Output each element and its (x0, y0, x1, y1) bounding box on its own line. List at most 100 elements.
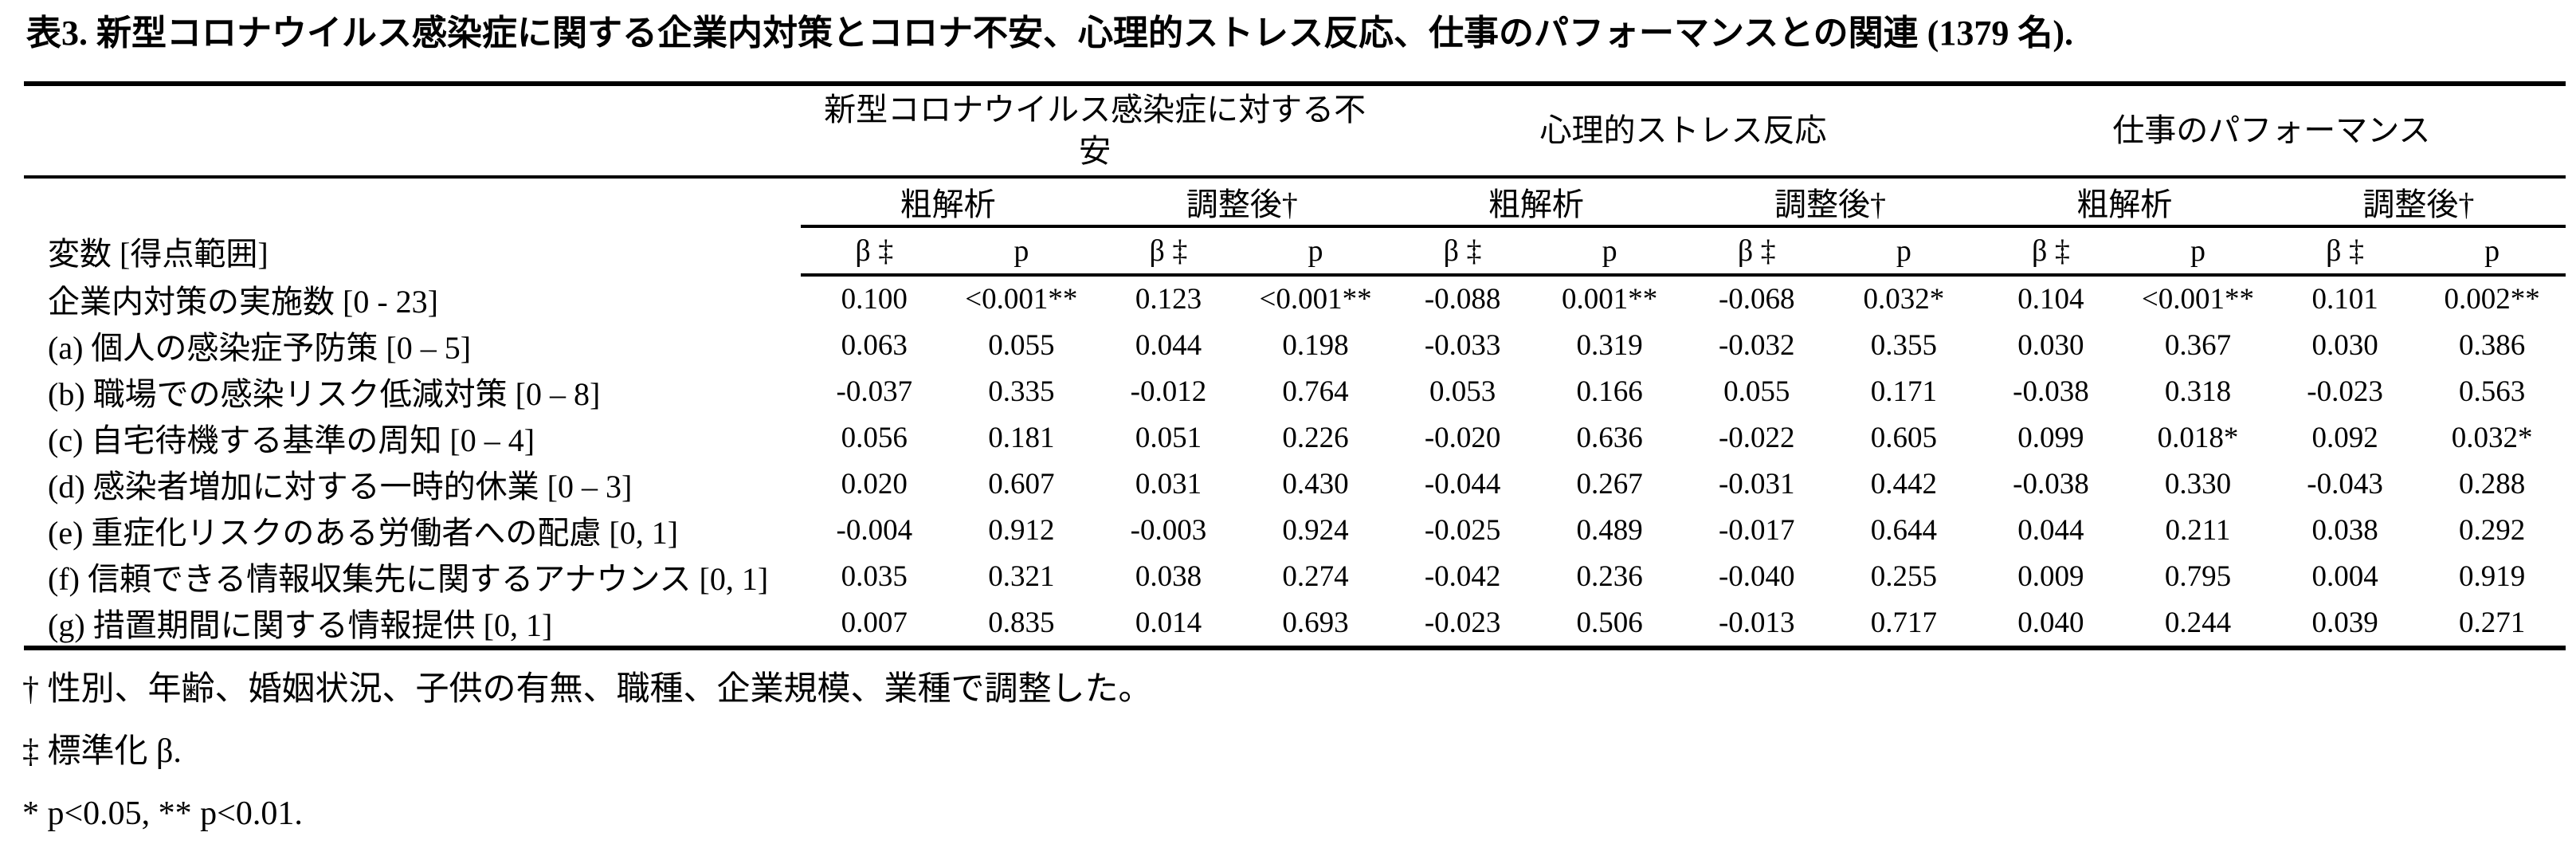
value-cell: 0.198 (1282, 328, 1349, 362)
value-cell: 0.044 (1135, 328, 1202, 362)
row-label: (e) 重症化リスクのある労働者への配慮 [0, 1] (48, 515, 679, 551)
value-cell: <0.001** (2141, 283, 2255, 316)
value-cell: -0.013 (1718, 606, 1795, 639)
group-header-anxiety: 新型コロナウイルス感染症に対する不安 (801, 84, 1390, 179)
value-cell: 0.030 (2311, 328, 2378, 362)
beta-header: β ‡ (801, 226, 948, 277)
analysis-header-row: 粗解析 調整後† 粗解析 調整後† 粗解析 調整後† (24, 177, 2566, 228)
value-cell: 0.255 (1870, 559, 1937, 593)
value-cell: -0.044 (1424, 467, 1501, 501)
beta-header: β ‡ (1977, 226, 2125, 277)
value-cell: <0.001** (1259, 283, 1372, 316)
value-cell: 0.055 (1723, 375, 1790, 408)
value-cell: 0.056 (841, 421, 908, 454)
row-label: (c) 自宅待機する基準の周知 [0 – 4] (48, 422, 535, 458)
value-cell: 0.039 (2311, 606, 2378, 639)
table-row: (b) 職場での感染リスク低減対策 [0 – 8] -0.037 0.335 -… (24, 368, 2566, 414)
value-cell: 0.288 (2459, 467, 2526, 501)
row-label: (b) 職場での感染リスク低減対策 [0 – 8] (48, 376, 601, 412)
value-cell: 0.442 (1870, 467, 1937, 501)
row-label: (g) 措置期間に関する情報提供 [0, 1] (48, 607, 553, 643)
results-table: 新型コロナウイルス感染症に対する不安 心理的ストレス反応 仕事のパフォーマンス … (24, 81, 2566, 650)
value-cell: 0.693 (1282, 606, 1349, 639)
value-cell: 0.321 (988, 559, 1055, 593)
value-cell: <0.001** (965, 283, 1078, 316)
value-cell: 0.020 (841, 467, 908, 501)
value-cell: 0.292 (2459, 513, 2526, 547)
table-title: 表3. 新型コロナウイルス感染症に関する企業内対策とコロナ不安、心理的ストレス反… (26, 14, 2073, 53)
footnote-standardized-beta: ‡ 標準化 β. (22, 733, 182, 770)
value-cell: 0.335 (988, 375, 1055, 408)
value-cell: 0.319 (1576, 328, 1643, 362)
value-cell: 0.795 (2164, 559, 2232, 593)
value-cell: -0.038 (2013, 467, 2089, 501)
table-row: (d) 感染者増加に対する一時的休業 [0 – 3] 0.020 0.607 0… (24, 461, 2566, 507)
p-header: p (1535, 226, 1684, 277)
value-cell: 0.835 (988, 606, 1055, 639)
stat-header-row: 変数 [得点範囲] β ‡ p β ‡ p β ‡ p β ‡ p β ‡ p … (24, 226, 2566, 277)
analysis-header-crude-1: 粗解析 (801, 177, 1096, 228)
group-header-performance: 仕事のパフォーマンス (1977, 84, 2566, 179)
value-cell: 0.101 (2311, 283, 2378, 316)
value-cell: 0.912 (988, 513, 1055, 547)
value-cell: 0.030 (2017, 328, 2084, 362)
value-cell: 0.267 (1576, 467, 1643, 501)
value-cell: 0.009 (2017, 559, 2084, 593)
value-cell: -0.037 (836, 375, 913, 408)
table-row: (f) 信頼できる情報収集先に関するアナウンス [0, 1] 0.035 0.3… (24, 553, 2566, 599)
beta-header: β ‡ (2271, 226, 2419, 277)
value-cell: 0.166 (1576, 375, 1643, 408)
row-label: (d) 感染者増加に対する一時的休業 [0 – 3] (48, 469, 633, 504)
value-cell: 0.055 (988, 328, 1055, 362)
value-cell: 0.104 (2017, 283, 2084, 316)
value-cell: -0.038 (2013, 375, 2089, 408)
value-cell: 0.330 (2164, 467, 2232, 501)
value-cell: 0.318 (2164, 375, 2232, 408)
value-cell: -0.033 (1424, 328, 1501, 362)
footnote-adjustment: † 性別、年齢、婚姻状況、子供の有無、職種、企業規模、業種で調整した。 (22, 671, 1152, 708)
value-cell: 0.764 (1282, 375, 1349, 408)
table-row: (e) 重症化リスクのある労働者への配慮 [0, 1] -0.004 0.912… (24, 507, 2566, 553)
value-cell: -0.043 (2307, 467, 2383, 501)
value-cell: 0.563 (2459, 375, 2526, 408)
value-cell: 0.717 (1870, 606, 1937, 639)
value-cell: 0.924 (1282, 513, 1349, 547)
value-cell: 0.004 (2311, 559, 2378, 593)
value-cell: 0.018* (2157, 421, 2239, 454)
value-cell: 0.038 (2311, 513, 2378, 547)
analysis-header-adjusted-1: 調整後† (1095, 177, 1390, 228)
value-cell: 0.092 (2311, 421, 2378, 454)
table-row: (g) 措置期間に関する情報提供 [0, 1] 0.007 0.835 0.01… (24, 599, 2566, 648)
variable-header: 変数 [得点範囲] (48, 235, 269, 272)
beta-header: β ‡ (1095, 226, 1242, 277)
value-cell: 0.001** (1562, 283, 1658, 316)
value-cell: 0.244 (2164, 606, 2232, 639)
value-cell: 0.002** (2444, 283, 2540, 316)
row-label: (f) 信頼できる情報収集先に関するアナウンス [0, 1] (48, 561, 769, 597)
analysis-header-adjusted-2: 調整後† (1683, 177, 1978, 228)
value-cell: 0.035 (841, 559, 908, 593)
value-cell: 0.919 (2459, 559, 2526, 593)
value-cell: 0.605 (1870, 421, 1937, 454)
analysis-header-crude-2: 粗解析 (1389, 177, 1684, 228)
row-label: (a) 個人の感染症予防策 [0 – 5] (48, 330, 472, 366)
spacer-cell (24, 177, 801, 226)
table-row: (a) 個人の感染症予防策 [0 – 5] 0.063 0.055 0.044 … (24, 322, 2566, 368)
value-cell: 0.636 (1576, 421, 1643, 454)
value-cell: 0.367 (2164, 328, 2232, 362)
value-cell: -0.003 (1130, 513, 1207, 547)
value-cell: -0.023 (2307, 375, 2383, 408)
value-cell: 0.430 (1282, 467, 1349, 501)
value-cell: 0.274 (1282, 559, 1349, 593)
value-cell: 0.644 (1870, 513, 1937, 547)
value-cell: -0.032 (1718, 328, 1795, 362)
value-cell: -0.040 (1718, 559, 1795, 593)
group-header-row: 新型コロナウイルス感染症に対する不安 心理的ストレス反応 仕事のパフォーマンス (24, 84, 2566, 179)
value-cell: 0.007 (841, 606, 908, 639)
value-cell: 0.386 (2459, 328, 2526, 362)
beta-header: β ‡ (1683, 226, 1831, 277)
value-cell: -0.020 (1424, 421, 1501, 454)
value-cell: 0.271 (2459, 606, 2526, 639)
value-cell: 0.032* (2451, 421, 2533, 454)
